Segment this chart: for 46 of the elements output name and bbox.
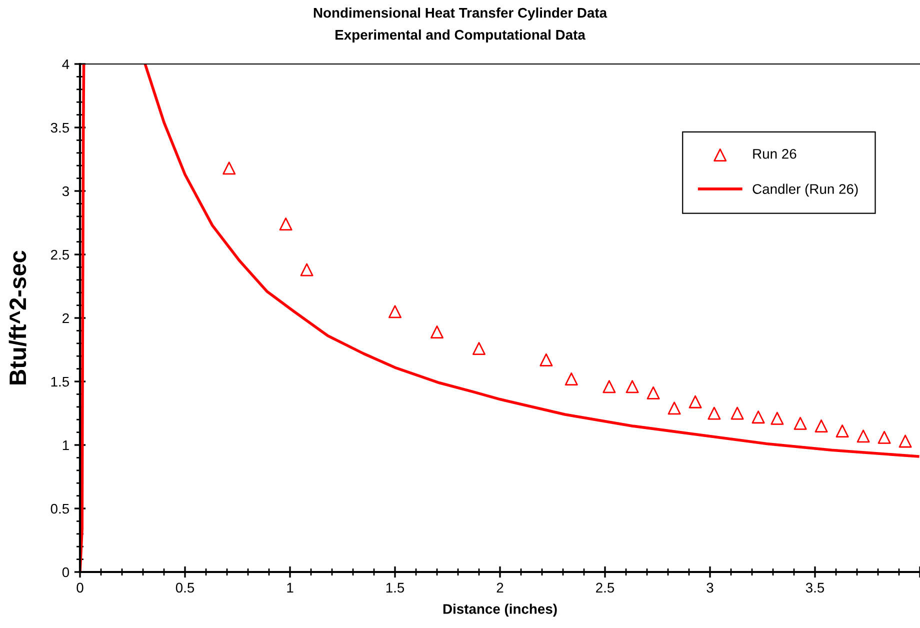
point [279, 218, 292, 231]
point [878, 430, 891, 444]
point [730, 406, 744, 420]
x-tick-label: 2 [496, 582, 504, 592]
point [752, 410, 765, 424]
y-tick-label: 0.5 [50, 504, 70, 514]
point [770, 412, 784, 425]
point [564, 372, 578, 386]
x-tick-label: 1.5 [386, 582, 404, 593]
x-tick-label: 2.5 [596, 582, 614, 593]
x-tick-label: 0 [76, 582, 84, 593]
x-tick-label: 0.5 [176, 582, 194, 593]
point [222, 162, 236, 175]
point [836, 424, 849, 438]
chart-subtitle: Experimental and Computational Data [336, 30, 586, 42]
y-tick-label: 2 [62, 313, 69, 324]
legend-label: Run 26 [753, 148, 796, 159]
point [668, 402, 681, 415]
point [856, 430, 870, 443]
x-tick-label: 3 [706, 582, 714, 593]
y-tick-label: 3.5 [50, 122, 70, 133]
x-axis-title: Distance (inches) [443, 604, 557, 617]
y-tick-label: 1 [62, 440, 69, 450]
point [472, 342, 486, 355]
point [540, 353, 553, 366]
y-axis-title: Btu/ft^2-sec [8, 250, 26, 384]
point [602, 380, 616, 394]
point [708, 406, 721, 420]
y-tick-label: 3 [62, 186, 69, 196]
legend-label: Candler (Run 26) [752, 184, 858, 197]
y-tick-label: 2.5 [50, 250, 70, 260]
y-tick-label: 0 [62, 567, 70, 578]
point [688, 395, 702, 408]
point [388, 305, 402, 318]
y-tick-label: 4 [62, 59, 70, 70]
point [814, 419, 828, 432]
y-tick-label: 1.5 [51, 376, 70, 387]
x-tick-label: 3.5 [806, 582, 824, 593]
point [646, 386, 660, 400]
point [898, 434, 912, 448]
chart-title: Nondimensional Heat Transfer Cylinder Data [314, 8, 608, 20]
point [626, 380, 639, 394]
x-tick-label: 1 [287, 582, 294, 592]
point [300, 263, 314, 276]
point [430, 325, 444, 338]
point [794, 416, 807, 430]
